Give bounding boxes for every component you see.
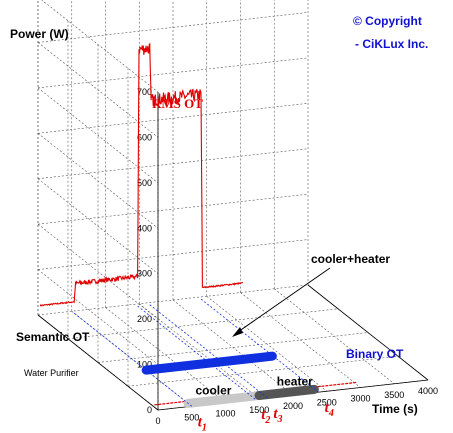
grid-floor-line [105, 307, 226, 403]
y-tick-label: 500 [137, 178, 152, 188]
axis-edge [37, 314, 159, 411]
grid-floor-depth [67, 308, 339, 340]
x-tick-label: 1000 [215, 409, 235, 419]
x-tick-label: 3500 [384, 390, 404, 400]
grid-back-horizontal [37, 284, 309, 316]
time-marker-guide [137, 305, 256, 400]
x-tick-label: 2000 [283, 401, 303, 411]
grid-floor-depth [127, 355, 399, 387]
annotation-arrow [234, 267, 331, 335]
rms-ot-line [39, 42, 244, 307]
cooler-band [183, 391, 264, 408]
time-marker-subscript: 4 [328, 408, 334, 419]
x-tick-label: 500 [184, 412, 199, 422]
time-marker-subscript: 1 [202, 422, 207, 433]
tick-labels: 0 100 200 300 400 500 600 700 0 500 1000 1500 2000 25… [137, 87, 438, 426]
time-marker-guide [73, 312, 192, 407]
grid-floor-depth [97, 332, 369, 363]
grid-back-horizontal [37, 57, 309, 89]
axis-edge [307, 284, 429, 381]
grid-floor-line [240, 292, 361, 388]
y-tick-label: 300 [137, 269, 152, 279]
x-tick-label: 0 [155, 416, 160, 426]
grid-back-horizontal [37, 239, 309, 270]
time-marker-label: t2 [261, 407, 270, 426]
x-tick-label: 2500 [317, 397, 337, 407]
y-tick-label: 400 [137, 223, 152, 233]
y-tick-label: 600 [137, 132, 152, 142]
time-marker-label: t4 [325, 400, 334, 419]
depth-label-water-purifier: Water Purifier [24, 368, 79, 378]
x-tick-label: 4000 [418, 386, 438, 396]
time-marker-subscript: 2 [264, 415, 270, 426]
depth-label-semantic: Semantic OT [16, 330, 90, 344]
grid-floor-line [172, 299, 294, 396]
y-axis-title: Power (W) [10, 27, 69, 41]
time-marker-label: t3 [273, 406, 282, 425]
grid-back-horizontal [37, 148, 309, 180]
time-markers: t1 t2 t3 t4 [73, 298, 334, 433]
grid-side-horizontal [37, 87, 159, 184]
cooler-band-label: cooler [195, 384, 231, 398]
time-marker-subscript: 3 [277, 414, 283, 425]
y-tick-label: 100 [137, 360, 152, 370]
series [39, 42, 244, 307]
x-axis-title: Time (s) [372, 402, 418, 416]
copyright-line-1: © Copyright [353, 14, 422, 28]
annotation-cooler-heater: cooler+heater [311, 252, 390, 266]
grid-side-horizontal [41, 0, 159, 93]
time-marker-guide [149, 304, 268, 399]
time-marker-label: t1 [198, 414, 207, 433]
grid-back-horizontal [37, 193, 309, 225]
time-marker-guide [200, 298, 319, 393]
heater-band-label: heater [277, 375, 313, 389]
bands: cooler heater [141, 351, 357, 408]
annotation-binary-ot: Binary OT [346, 347, 404, 361]
x-tick-label: 3000 [350, 394, 370, 404]
grid-side-horizontal [37, 223, 159, 320]
annotation-arrowhead [232, 327, 243, 337]
binary-ot-band [141, 351, 277, 375]
grid-back-horizontal [37, 12, 309, 43]
heater-band [254, 384, 319, 401]
copyright-line-2: - CiKLux Inc. [355, 37, 428, 51]
grid-back-horizontal [37, 102, 309, 134]
annotation-rms-ot: RMS OT [152, 96, 203, 111]
y-tick-label: 200 [137, 314, 152, 324]
y-tick-label: 0 [147, 405, 152, 415]
y-tick-label: 700 [137, 87, 152, 97]
x-tick-label: 1500 [249, 405, 269, 415]
